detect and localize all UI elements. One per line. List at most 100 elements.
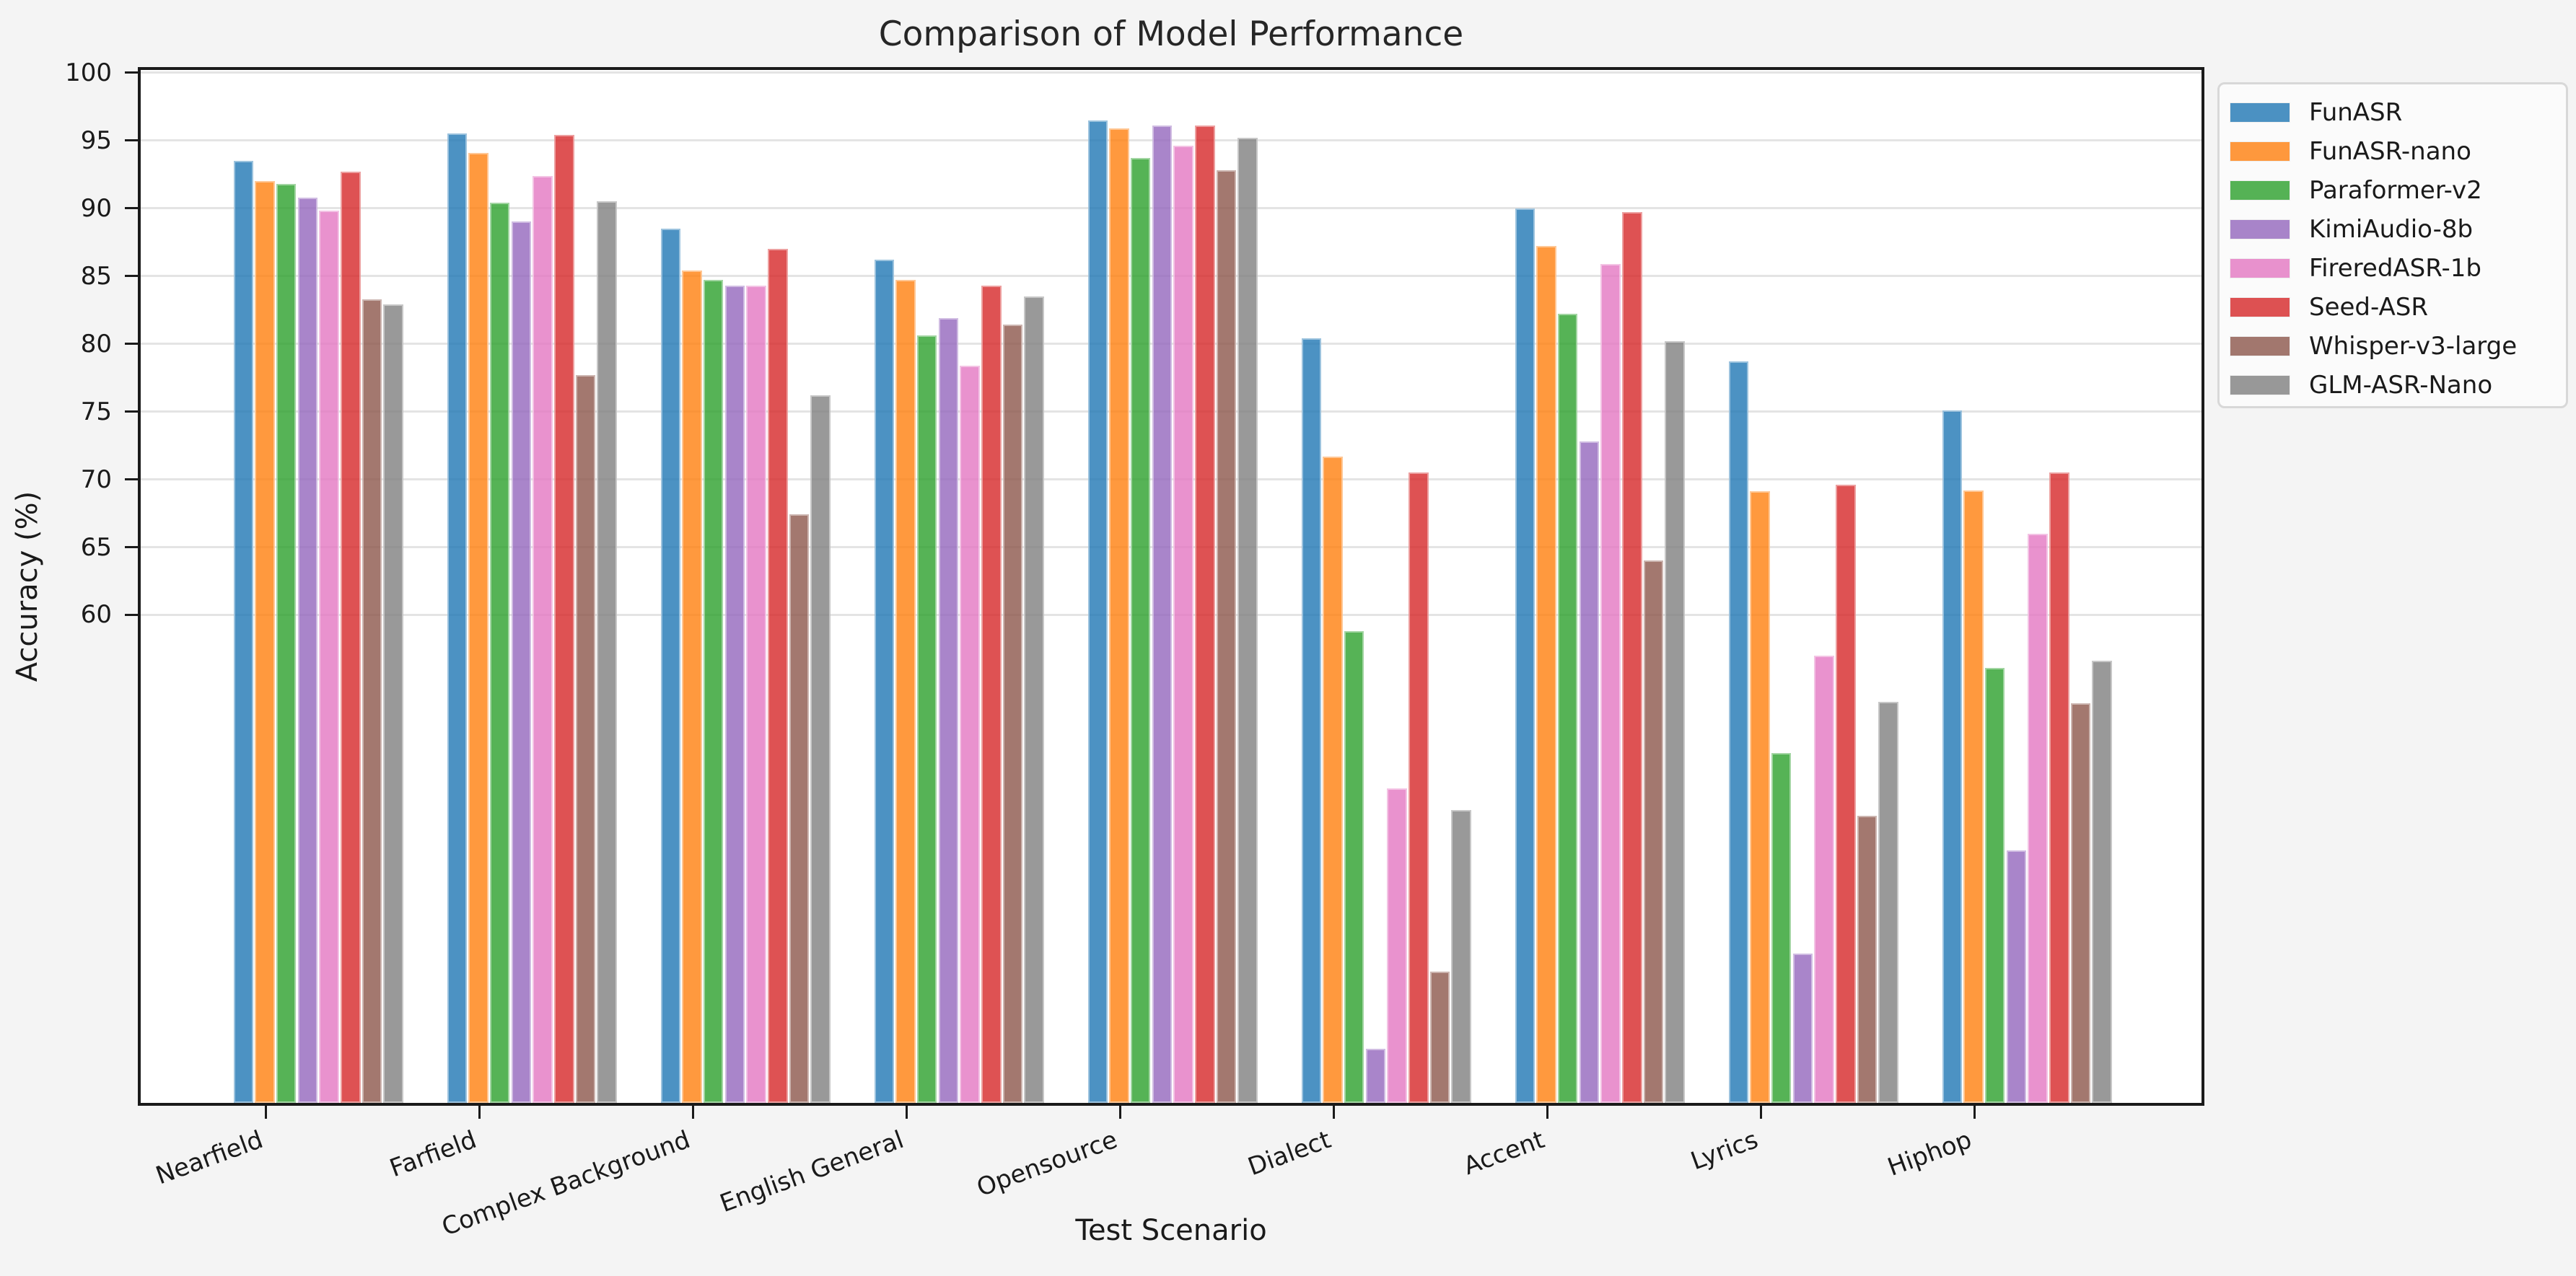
bar-GLM-ASR-Nano-Nearfield <box>383 304 403 1103</box>
legend-item-FunASR: FunASR <box>2230 93 2566 132</box>
legend-label-Whisper-v3-large: Whisper-v3-large <box>2309 332 2518 361</box>
y-axis-label: Accuracy (%) <box>11 490 44 682</box>
bar-FunASR-Opensource <box>1087 120 1108 1103</box>
x-tick-mark-Nearfield <box>264 1106 267 1119</box>
bar-FunASR-Nearfield <box>233 160 253 1103</box>
bar-Whisper-v3-large-Accent <box>1643 560 1664 1103</box>
bar-FunASR-nano-Nearfield <box>255 181 275 1103</box>
bar-KimiAudio-8b-Hiphop <box>2006 850 2027 1103</box>
legend-label-Seed-ASR: Seed-ASR <box>2309 293 2428 322</box>
bar-Paraformer-v2-Opensource <box>1130 158 1151 1103</box>
bar-FunASR-nano-Hiphop <box>1963 490 1984 1103</box>
gridline-y-100 <box>141 71 2202 74</box>
bar-Seed-ASR-Opensource <box>1195 126 1215 1103</box>
y-tick-label-75: 75 <box>80 397 112 426</box>
bar-FunASR-Dialect <box>1301 338 1321 1103</box>
bar-Whisper-v3-large-Lyrics <box>1857 815 1878 1103</box>
plot-inner <box>141 70 2202 1103</box>
legend-item-Paraformer-v2: Paraformer-v2 <box>2230 171 2566 210</box>
bar-Whisper-v3-large-Dialect <box>1429 971 1450 1103</box>
y-tick-mark-70 <box>125 478 138 481</box>
bar-KimiAudio-8b-Nearfield <box>297 197 318 1103</box>
y-tick-mark-95 <box>125 139 138 142</box>
legend-label-KimiAudio-8b: KimiAudio-8b <box>2309 215 2474 244</box>
bar-KimiAudio-8b-Farfield <box>511 221 532 1103</box>
bar-Paraformer-v2-Accent <box>1557 314 1578 1103</box>
x-tick-mark-English General <box>905 1106 908 1119</box>
y-tick-mark-65 <box>125 546 138 548</box>
bar-Whisper-v3-large-Farfield <box>575 374 596 1103</box>
bar-KimiAudio-8b-Complex Background <box>724 285 745 1103</box>
x-tick-mark-Hiphop <box>1973 1106 1976 1119</box>
bar-Whisper-v3-large-Complex Background <box>789 514 810 1103</box>
bar-Seed-ASR-Accent <box>1622 212 1642 1103</box>
bar-FireredASR-1b-English General <box>960 365 980 1103</box>
legend-swatch-FunASR <box>2230 102 2290 123</box>
bar-GLM-ASR-Nano-Opensource <box>1237 137 1258 1103</box>
legend-item-FunASR-nano: FunASR-nano <box>2230 132 2566 171</box>
bar-Seed-ASR-Complex Background <box>768 249 788 1103</box>
legend-swatch-GLM-ASR-Nano <box>2230 375 2290 395</box>
bar-Whisper-v3-large-Opensource <box>1216 170 1237 1103</box>
bar-GLM-ASR-Nano-Farfield <box>597 201 617 1103</box>
y-tick-mark-75 <box>125 410 138 413</box>
bar-FunASR-nano-Farfield <box>468 152 489 1103</box>
x-tick-mark-Opensource <box>1118 1106 1121 1119</box>
bar-Paraformer-v2-Lyrics <box>1771 753 1792 1103</box>
y-tick-label-70: 70 <box>80 465 112 494</box>
y-tick-label-95: 95 <box>80 126 112 155</box>
y-tick-label-80: 80 <box>80 329 112 358</box>
bar-FunASR-Accent <box>1515 208 1535 1103</box>
bar-GLM-ASR-Nano-Dialect <box>1451 810 1471 1103</box>
legend-label-FunASR: FunASR <box>2309 98 2403 127</box>
legend-item-Seed-ASR: Seed-ASR <box>2230 288 2566 327</box>
bar-Whisper-v3-large-English General <box>1002 325 1023 1103</box>
y-tick-mark-85 <box>125 275 138 278</box>
bar-GLM-ASR-Nano-English General <box>1024 296 1044 1103</box>
legend-item-KimiAudio-8b: KimiAudio-8b <box>2230 210 2566 249</box>
bar-FunASR-nano-Opensource <box>1109 128 1129 1103</box>
bar-Whisper-v3-large-Nearfield <box>362 299 382 1103</box>
bar-Seed-ASR-English General <box>981 285 1002 1103</box>
bar-FunASR-Farfield <box>447 133 467 1103</box>
y-tick-label-65: 65 <box>80 532 112 562</box>
y-tick-label-85: 85 <box>80 261 112 291</box>
bar-FunASR-Lyrics <box>1728 361 1748 1103</box>
x-tick-mark-Lyrics <box>1759 1106 1762 1119</box>
legend: FunASR FunASR-nano Paraformer-v2 KimiAudio-… <box>2217 82 2568 408</box>
bar-FireredASR-1b-Hiphop <box>2028 533 2048 1103</box>
plot-area <box>138 67 2204 1106</box>
y-tick-label-100: 100 <box>65 58 112 87</box>
bar-FireredASR-1b-Dialect <box>1387 788 1407 1103</box>
bar-GLM-ASR-Nano-Complex Background <box>810 395 831 1103</box>
legend-swatch-FireredASR-1b <box>2230 258 2290 278</box>
bar-Whisper-v3-large-Hiphop <box>2070 703 2091 1103</box>
x-tick-mark-Farfield <box>478 1106 481 1119</box>
legend-item-FireredASR-1b: FireredASR-1b <box>2230 249 2566 288</box>
bar-FunASR-nano-Dialect <box>1323 456 1343 1103</box>
bar-FireredASR-1b-Opensource <box>1173 146 1193 1103</box>
legend-swatch-Whisper-v3-large <box>2230 336 2290 356</box>
bar-Paraformer-v2-Hiphop <box>1984 667 2005 1103</box>
y-tick-label-60: 60 <box>80 600 112 630</box>
bar-FunASR-Complex Background <box>660 228 680 1103</box>
bar-FireredASR-1b-Nearfield <box>319 211 339 1103</box>
legend-label-FunASR-nano: FunASR-nano <box>2309 137 2471 166</box>
bar-KimiAudio-8b-Opensource <box>1152 126 1173 1103</box>
legend-item-GLM-ASR-Nano: GLM-ASR-Nano <box>2230 366 2566 405</box>
bar-Paraformer-v2-Farfield <box>489 203 510 1103</box>
bar-FunASR-nano-Lyrics <box>1750 491 1770 1103</box>
bar-Seed-ASR-Nearfield <box>341 171 361 1103</box>
legend-swatch-FunASR-nano <box>2230 141 2290 162</box>
x-axis-label: Test Scenario <box>1075 1214 1267 1247</box>
y-tick-mark-100 <box>125 71 138 74</box>
legend-label-FireredASR-1b: FireredASR-1b <box>2309 254 2481 283</box>
bar-KimiAudio-8b-Dialect <box>1365 1048 1386 1103</box>
bar-Seed-ASR-Dialect <box>1409 472 1429 1103</box>
legend-swatch-KimiAudio-8b <box>2230 219 2290 239</box>
y-tick-mark-60 <box>125 613 138 616</box>
chart-title: Comparison of Model Performance <box>878 14 1464 54</box>
bar-KimiAudio-8b-Accent <box>1579 441 1600 1103</box>
bar-Paraformer-v2-English General <box>916 335 937 1103</box>
